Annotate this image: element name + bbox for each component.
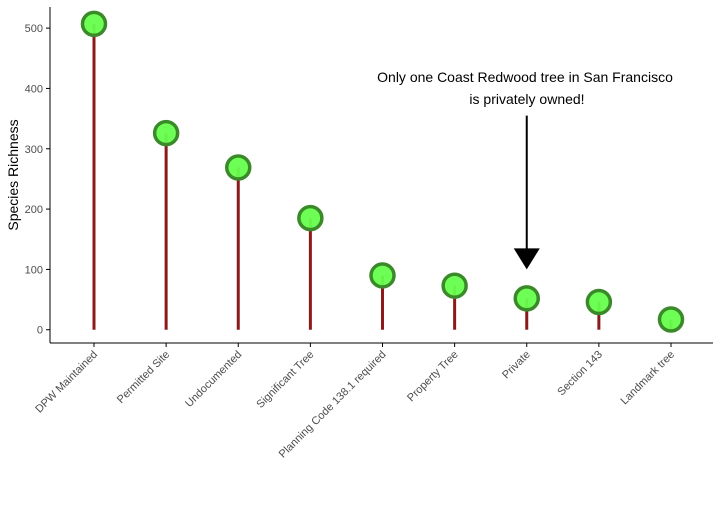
y-axis-title: Species Richness (5, 119, 21, 230)
x-ticks: DPW Maintained Permitted Site Undocumented… (33, 343, 677, 460)
y-tick-label: 300 (25, 144, 43, 156)
lollipop-point (297, 204, 324, 232)
annotation: Only one Coast Redwood tree in San Franc… (377, 69, 673, 270)
x-tick-label: Private (500, 349, 533, 382)
annotation-arrowhead (513, 248, 540, 270)
lollipop-point (225, 154, 252, 181)
x-tick-label: DPW Maintained (33, 349, 100, 416)
lollipop-point (513, 285, 540, 312)
points (80, 10, 685, 333)
x-tick-label: Section 143 (555, 349, 605, 399)
axes (49, 7, 713, 344)
x-tick-label: Landmark tree (618, 349, 677, 408)
y-tick-label: 400 (25, 83, 43, 95)
x-tick-label: Property Tree (405, 349, 461, 405)
lollipop-point (80, 10, 108, 38)
stems (92, 23, 673, 330)
x-tick-label: Significant Tree (254, 349, 316, 411)
lollipop-point (585, 288, 613, 316)
x-tick-label: Permitted Site (115, 349, 172, 406)
x-tick-label: Undocumented (183, 349, 244, 410)
y-ticks: 0 100 200 300 400 500 (25, 23, 50, 337)
y-tick-label: 100 (25, 264, 43, 276)
y-tick-label: 500 (25, 23, 43, 35)
lollipop-point (369, 262, 396, 289)
lollipop-point (441, 272, 468, 299)
annotation-line-2: is privately owned! (469, 91, 584, 107)
lollipop-point (657, 306, 685, 333)
y-tick-label: 200 (25, 204, 43, 216)
annotation-line-1: Only one Coast Redwood tree in San Franc… (377, 69, 673, 85)
lollipop-point (152, 119, 180, 147)
y-tick-label: 0 (37, 325, 43, 337)
